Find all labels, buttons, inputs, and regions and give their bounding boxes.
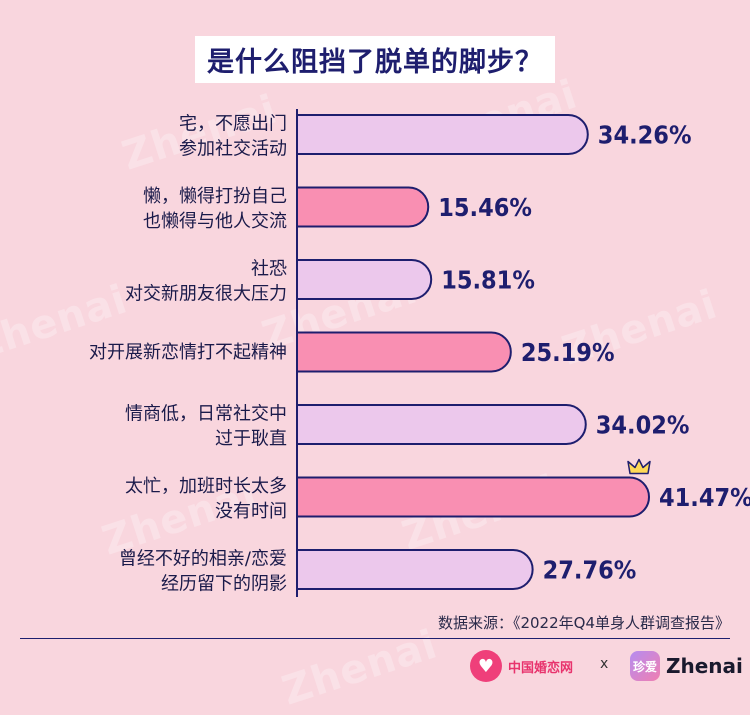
value-label: 34.26% [598, 121, 692, 150]
value-label: 27.76% [543, 556, 637, 585]
footer-divider [20, 638, 730, 639]
zhenai-logo-text: Zhenai [666, 654, 743, 678]
value-label: 15.46% [438, 193, 532, 222]
bar [296, 259, 433, 300]
value-label: 41.47% [659, 483, 750, 512]
value-label: 34.02% [596, 411, 690, 440]
category-label: 懒，懒得打扮自己 [143, 186, 287, 207]
heart-logo-icon: ♥ [470, 650, 502, 682]
zhongguo-hunlianwang-logo: ♥ 中国婚恋网 [470, 648, 573, 684]
zhenai-logo: 珍爱 Zhenai [630, 648, 743, 684]
bar [296, 114, 589, 155]
bar [296, 404, 587, 445]
category-label: 过于耿直 [215, 429, 287, 450]
bar [296, 331, 512, 373]
category-label: 宅，不愿出门 [179, 114, 287, 135]
logo-separator: x [600, 656, 609, 672]
chart-title: 是什么阻挡了脱单的脚步？ [195, 36, 555, 83]
bar [296, 186, 430, 228]
category-label: 情商低，日常社交中 [125, 404, 287, 425]
category-label: 对开展新恋情打不起精神 [89, 341, 287, 363]
category-label: 没有时间 [215, 501, 287, 522]
bar [296, 476, 650, 518]
zhenai-badge: 珍爱 [630, 651, 660, 681]
left-logo-text: 中国婚恋网 [508, 660, 574, 676]
category-label: 对交新朋友很大压力 [125, 284, 287, 305]
category-label: 参加社交活动 [179, 139, 287, 160]
title-wrap: 是什么阻挡了脱单的脚步？ [0, 36, 750, 83]
category-label: 社恐 [251, 259, 287, 280]
category-label: 也懒得与他人交流 [143, 211, 287, 232]
value-label: 15.81% [441, 266, 535, 295]
bar [296, 549, 534, 590]
category-label: 曾经不好的相亲/恋爱 [119, 548, 287, 570]
value-label: 25.19% [521, 338, 615, 367]
data-source: 数据来源：《2022年Q4单身人群调查报告》 [437, 614, 730, 632]
category-label: 经历留下的阴影 [161, 574, 287, 595]
category-label: 太忙，加班时长太多 [125, 476, 287, 497]
crown-icon [627, 458, 651, 475]
